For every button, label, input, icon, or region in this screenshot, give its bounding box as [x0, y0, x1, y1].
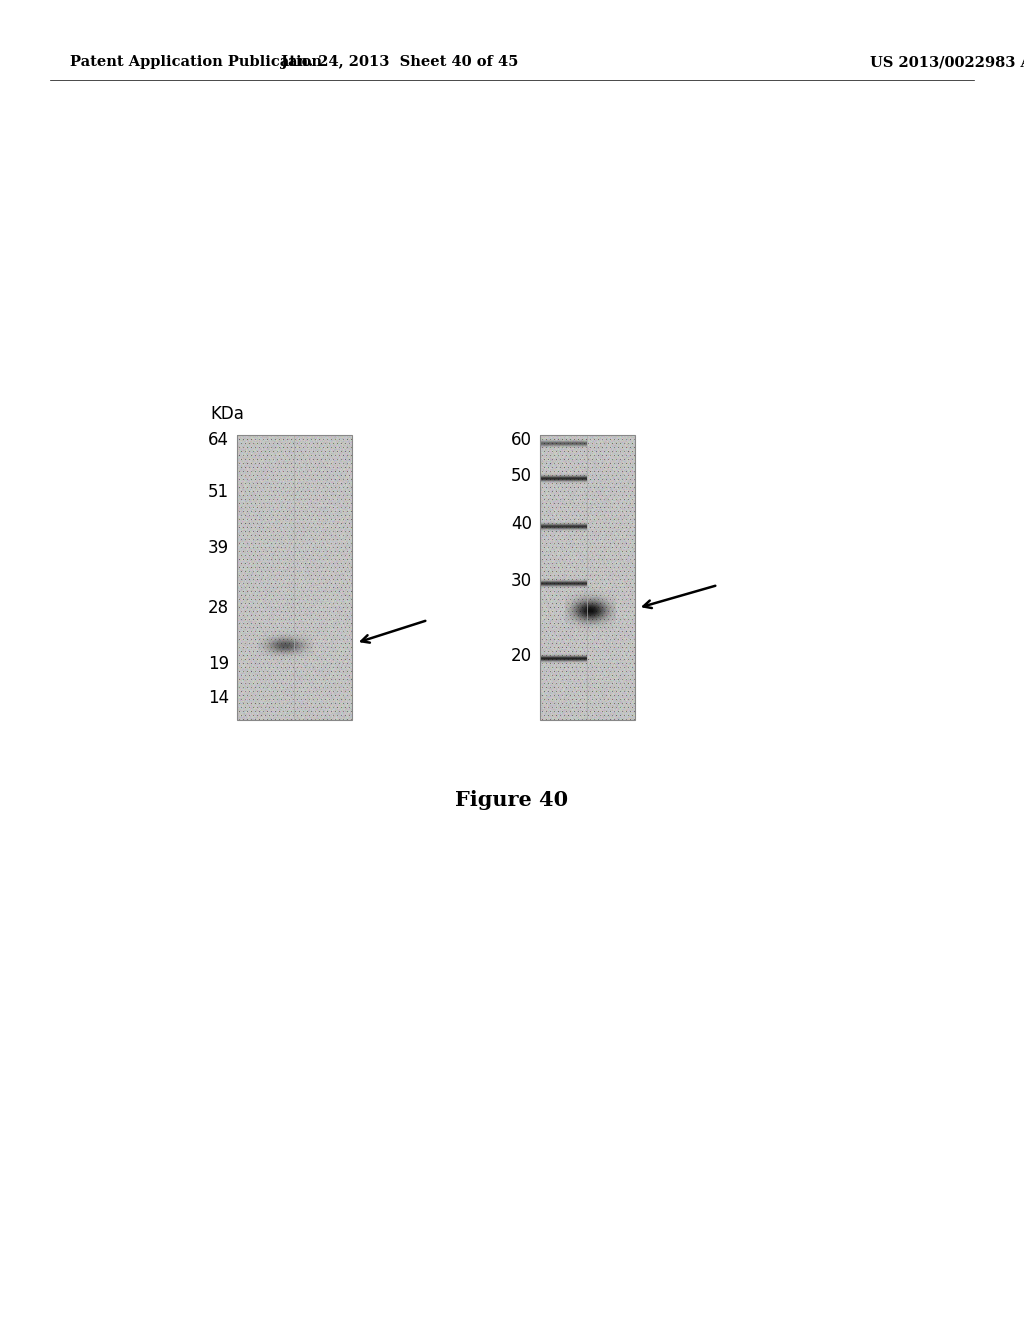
- Text: 40: 40: [511, 515, 532, 533]
- Text: 28: 28: [208, 599, 229, 616]
- Text: 14: 14: [208, 689, 229, 708]
- Bar: [540, 436, 635, 719]
- Text: 51: 51: [208, 483, 229, 502]
- Text: US 2013/0022983 A1: US 2013/0022983 A1: [870, 55, 1024, 69]
- Text: 19: 19: [208, 655, 229, 673]
- Text: Jan. 24, 2013  Sheet 40 of 45: Jan. 24, 2013 Sheet 40 of 45: [282, 55, 519, 69]
- Text: Figure 40: Figure 40: [456, 789, 568, 810]
- Text: 20: 20: [511, 647, 532, 665]
- Text: Patent Application Publication: Patent Application Publication: [70, 55, 322, 69]
- Text: 50: 50: [511, 467, 532, 484]
- Text: 39: 39: [208, 539, 229, 557]
- Text: 64: 64: [208, 432, 229, 449]
- Bar: [237, 436, 352, 719]
- Text: KDa: KDa: [210, 405, 244, 422]
- Text: 30: 30: [511, 572, 532, 590]
- Text: 60: 60: [511, 432, 532, 449]
